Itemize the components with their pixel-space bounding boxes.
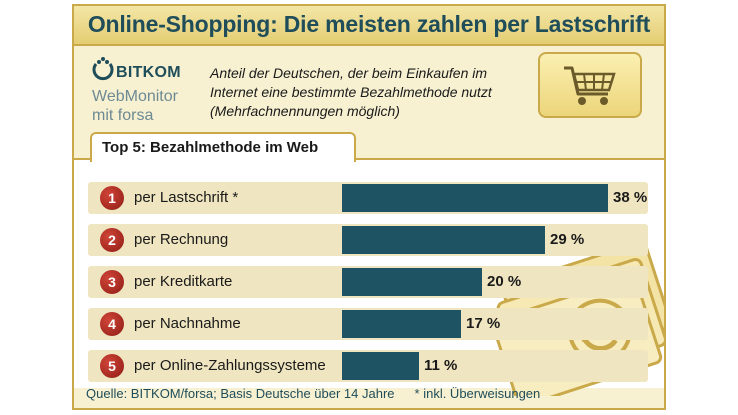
logo-line-webmonitor: WebMonitor	[92, 88, 178, 105]
chart-row: 5 per Online-Zahlungssysteme 11 %	[88, 350, 648, 382]
bar	[342, 268, 482, 296]
chart-title: Top 5: Bezahlmethode im Web	[102, 139, 319, 156]
bar	[342, 310, 461, 338]
subtitle: Anteil der Deutschen, der beim Einkaufen…	[210, 65, 492, 119]
source-note: Quelle: BITKOM/forsa; Basis Deutsche übe…	[86, 386, 395, 401]
footer: Quelle: BITKOM/forsa; Basis Deutsche übe…	[86, 386, 540, 401]
chart-row: 4 per Nachnahme 17 %	[88, 308, 648, 340]
bar	[342, 352, 419, 380]
logo-line-forsa: mit forsa	[92, 107, 154, 124]
page-title: Online-Shopping: Die meisten zahlen per …	[87, 11, 651, 37]
value-label: 11 %	[424, 357, 458, 374]
rank-badge: 2	[100, 228, 124, 252]
chart-row: 2 per Rechnung 29 %	[88, 224, 648, 256]
value-label: 20 %	[487, 273, 522, 290]
chart-row: 1 per Lastschrift * 38 %	[88, 182, 648, 214]
category-label: per Online-Zahlungssysteme	[134, 357, 326, 374]
category-label: per Rechnung	[134, 231, 229, 248]
value-label: 17 %	[466, 315, 501, 332]
rank-badge: 4	[100, 312, 124, 336]
value-label: 29 %	[550, 231, 585, 248]
bar	[342, 226, 545, 254]
bitkom-logo-icon	[92, 57, 114, 81]
rank-badge: 5	[100, 354, 124, 378]
rank-badge: 1	[100, 186, 124, 210]
chart-row: 3 per Kreditkarte 20 %	[88, 266, 648, 298]
shopping-cart-icon	[564, 66, 616, 105]
cart-badge	[538, 52, 642, 118]
infographic-card: Online-Shopping: Die meisten zahlen per …	[72, 4, 666, 410]
category-label: per Nachnahme	[134, 315, 241, 332]
value-label: 38 %	[613, 189, 648, 206]
rank-badge: 3	[100, 270, 124, 294]
chart-title-tab: Top 5: Bezahlmethode im Web	[90, 132, 356, 162]
title-bar: Online-Shopping: Die meisten zahlen per …	[74, 6, 664, 46]
bitkom-logo: BITKOM WebMonitor mit forsa	[90, 54, 220, 134]
footnote: * inkl. Überweisungen	[414, 386, 541, 401]
category-label: per Kreditkarte	[134, 273, 233, 290]
category-label: per Lastschrift *	[134, 189, 239, 206]
bar	[342, 184, 608, 212]
logo-brand: BITKOM	[116, 64, 181, 81]
